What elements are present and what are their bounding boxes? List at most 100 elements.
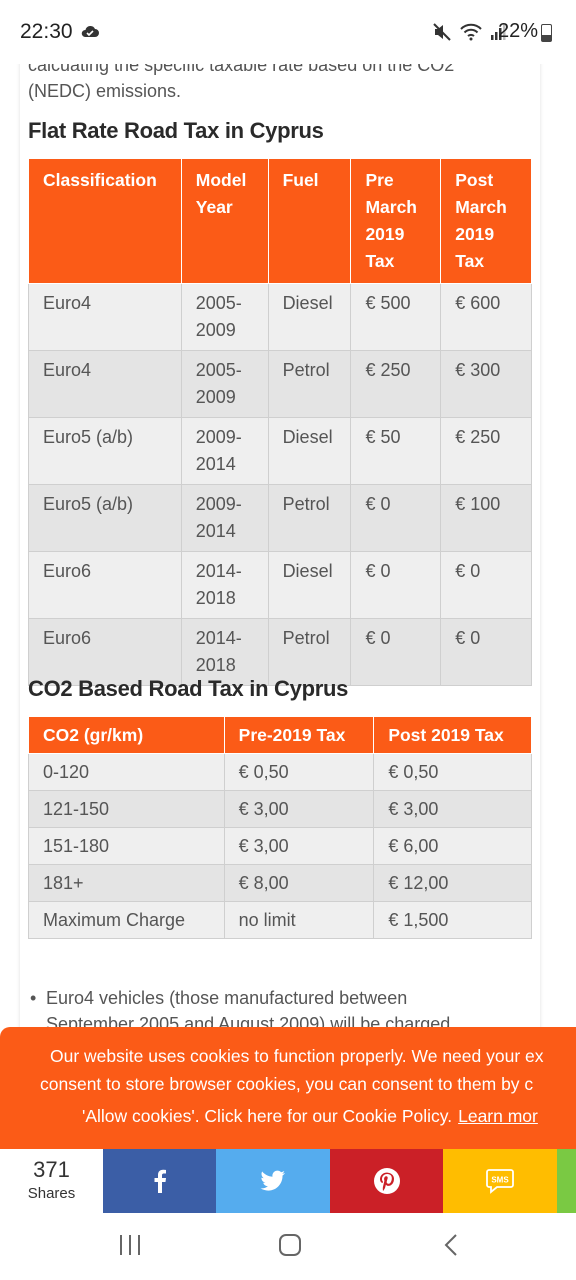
mute-icon (432, 22, 452, 42)
cookie-text-line-3: 'Allow cookies'. Click here for our Cook… (82, 1101, 538, 1131)
back-icon[interactable] (440, 1233, 464, 1257)
cookie-banner[interactable]: Our website uses cookies to function pro… (0, 1027, 576, 1149)
facebook-icon (153, 1169, 167, 1193)
cell-fuel: Petrol (268, 351, 351, 418)
cell-model-year: 2009-2014 (181, 485, 268, 552)
table-row: 151-180 € 3,00 € 6,00 (29, 828, 532, 865)
cell-pre-tax: € 8,00 (224, 865, 374, 902)
flat-rate-table: Classification Model Year Fuel Pre March… (28, 158, 532, 686)
status-icons (432, 22, 506, 42)
battery-icon (541, 24, 552, 42)
col-classification: Classification (29, 159, 182, 284)
cell-model-year: 2005-2009 (181, 351, 268, 418)
table-row: Euro5 (a/b) 2009-2014 Petrol € 0 € 100 (29, 485, 532, 552)
flat-rate-header-row: Classification Model Year Fuel Pre March… (29, 159, 532, 284)
cell-pre-tax: € 0 (351, 552, 441, 619)
cell-classification: Euro4 (29, 284, 182, 351)
cell-fuel: Petrol (268, 485, 351, 552)
cell-co2: 151-180 (29, 828, 225, 865)
sms-icon: SMS (486, 1168, 514, 1194)
sms-icon-label: SMS (491, 1176, 509, 1185)
col-model-year: Model Year (181, 159, 268, 284)
cell-model-year: 2005-2009 (181, 284, 268, 351)
cell-classification: Euro5 (a/b) (29, 418, 182, 485)
col-post-2019-tax: Post 2019 Tax (374, 717, 532, 754)
cell-pre-tax: no limit (224, 902, 374, 939)
cell-model-year: 2009-2014 (181, 418, 268, 485)
share-bar: 371 Shares SMS (0, 1149, 576, 1213)
battery-percent: 22% (498, 20, 538, 43)
cookie-policy-text[interactable]: 'Allow cookies'. Click here for our Cook… (82, 1106, 452, 1126)
share-count-number: 371 (0, 1157, 103, 1183)
cell-post-tax: € 600 (441, 284, 532, 351)
cell-post-tax: € 0 (441, 619, 532, 686)
table-row: 181+ € 8,00 € 12,00 (29, 865, 532, 902)
cell-post-tax: € 100 (441, 485, 532, 552)
recent-apps-icon[interactable] (118, 1233, 142, 1257)
share-count-label: Shares (0, 1185, 103, 1202)
table-row: Maximum Charge no limit € 1,500 (29, 902, 532, 939)
cell-fuel: Diesel (268, 418, 351, 485)
cell-fuel: Diesel (268, 284, 351, 351)
col-post-march-2019-tax: Post March 2019 Tax (441, 159, 532, 284)
flat-rate-heading: Flat Rate Road Tax in Cyprus (28, 118, 324, 144)
cookie-text-line-1: Our website uses cookies to function pro… (50, 1041, 544, 1071)
cell-post-tax: € 250 (441, 418, 532, 485)
bullet-line-1: Euro4 vehicles (those manufactured betwe… (46, 988, 407, 1008)
cell-co2: 121-150 (29, 791, 225, 828)
cell-pre-tax: € 500 (351, 284, 441, 351)
cell-co2: 181+ (29, 865, 225, 902)
table-row: 121-150 € 3,00 € 3,00 (29, 791, 532, 828)
pinterest-share-button[interactable] (330, 1149, 443, 1213)
home-icon[interactable] (278, 1233, 302, 1257)
more-share-button[interactable] (557, 1149, 576, 1213)
col-co2: CO2 (gr/km) (29, 717, 225, 754)
navigation-bar (0, 1213, 576, 1280)
pinterest-icon (373, 1167, 401, 1195)
share-count: 371 Shares (0, 1149, 103, 1213)
cell-pre-tax: € 0 (351, 619, 441, 686)
co2-header-row: CO2 (gr/km) Pre-2019 Tax Post 2019 Tax (29, 717, 532, 754)
cell-pre-tax: € 3,00 (224, 828, 374, 865)
cell-post-tax: € 0 (441, 552, 532, 619)
twitter-icon (260, 1170, 286, 1192)
cell-post-tax: € 300 (441, 351, 532, 418)
cookie-text-line-2: consent to store browser cookies, you ca… (40, 1069, 533, 1099)
cell-fuel: Diesel (268, 552, 351, 619)
cell-pre-tax: € 0 (351, 485, 441, 552)
intro-line-2: (NEDC) emissions. (28, 81, 181, 101)
cell-pre-tax: € 3,00 (224, 791, 374, 828)
cell-classification: Euro6 (29, 552, 182, 619)
co2-heading: CO2 Based Road Tax in Cyprus (28, 676, 348, 702)
cell-pre-tax: € 0,50 (224, 754, 374, 791)
table-row: Euro4 2005-2009 Diesel € 500 € 600 (29, 284, 532, 351)
cell-pre-tax: € 250 (351, 351, 441, 418)
cell-classification: Euro5 (a/b) (29, 485, 182, 552)
cell-post-tax: € 1,500 (374, 902, 532, 939)
cell-post-tax: € 3,00 (374, 791, 532, 828)
cell-post-tax: € 6,00 (374, 828, 532, 865)
article-content: calcuating the specific taxable rate bas… (20, 0, 540, 1150)
wifi-icon (460, 23, 482, 41)
table-row: 0-120 € 0,50 € 0,50 (29, 754, 532, 791)
cell-model-year: 2014-2018 (181, 552, 268, 619)
facebook-share-button[interactable] (103, 1149, 216, 1213)
cell-pre-tax: € 50 (351, 418, 441, 485)
col-pre-march-2019-tax: Pre March 2019 Tax (351, 159, 441, 284)
col-fuel: Fuel (268, 159, 351, 284)
status-time: 22:30 (20, 20, 73, 44)
co2-table: CO2 (gr/km) Pre-2019 Tax Post 2019 Tax 0… (28, 716, 532, 939)
cell-co2: Maximum Charge (29, 902, 225, 939)
cell-co2: 0-120 (29, 754, 225, 791)
twitter-share-button[interactable] (216, 1149, 330, 1213)
cell-post-tax: € 12,00 (374, 865, 532, 902)
table-row: Euro6 2014-2018 Diesel € 0 € 0 (29, 552, 532, 619)
status-bar: 22:30 22% (0, 0, 576, 64)
cell-classification: Euro4 (29, 351, 182, 418)
cell-post-tax: € 0,50 (374, 754, 532, 791)
table-row: Euro4 2005-2009 Petrol € 250 € 300 (29, 351, 532, 418)
col-pre-2019-tax: Pre-2019 Tax (224, 717, 374, 754)
sms-share-button[interactable]: SMS (443, 1149, 557, 1213)
learn-more-link[interactable]: Learn mor (458, 1106, 538, 1126)
cloud-icon (80, 24, 100, 38)
